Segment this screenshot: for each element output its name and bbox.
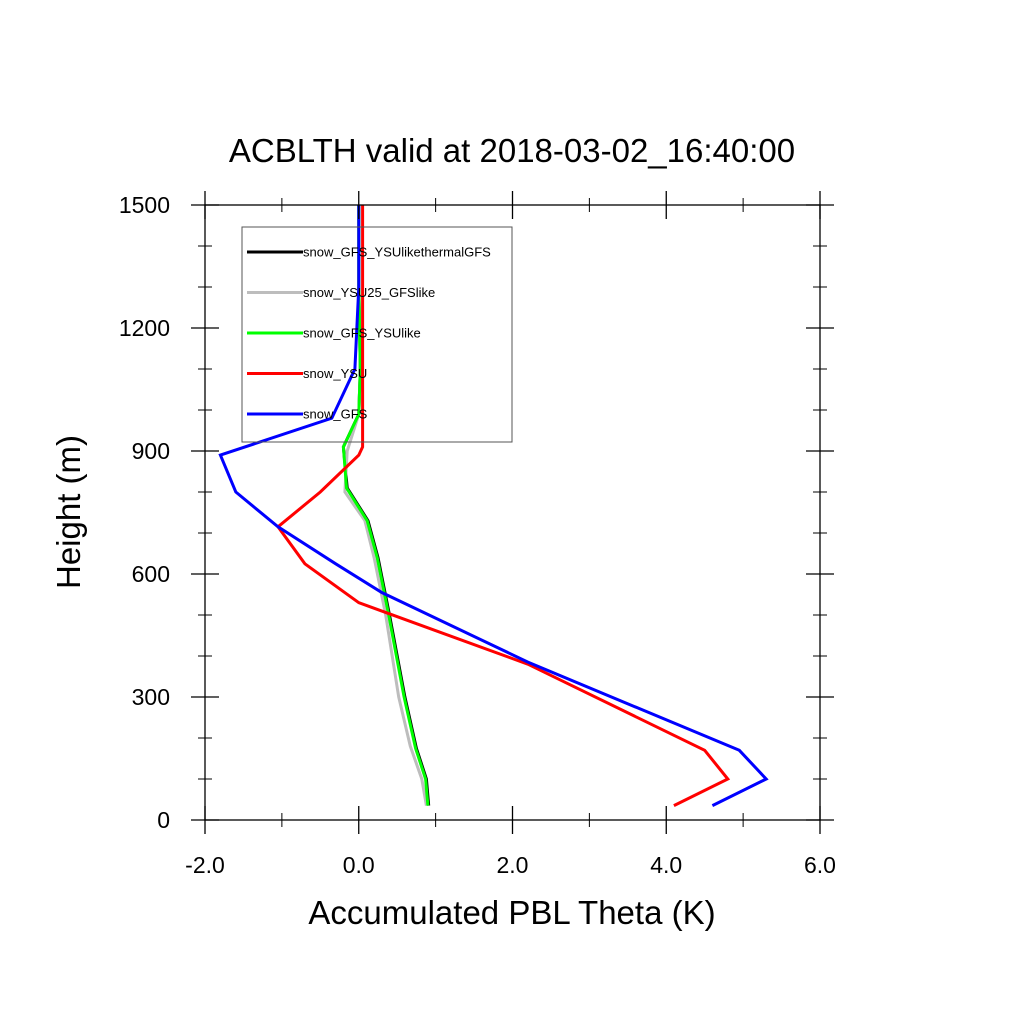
y-tick-label: 1500 [119, 192, 170, 218]
y-tick-label: 900 [132, 438, 170, 464]
y-tick-label: 0 [157, 807, 170, 833]
legend-label: snow_GFS_YSUlike [303, 326, 421, 341]
series-line-snow_GFS_YSUlike [341, 205, 430, 806]
y-tick-label: 1200 [119, 315, 170, 341]
x-tick-label: 2.0 [497, 852, 529, 878]
x-tick-label: 4.0 [650, 852, 682, 878]
chart-title: ACBLTH valid at 2018-03-02_16:40:00 [229, 132, 795, 169]
y-tick-label: 300 [132, 684, 170, 710]
legend-label: snow_GFS_YSUlikethermalGFS [303, 245, 491, 260]
x-tick-label: 0.0 [343, 852, 375, 878]
legend-label: snow_YSU [303, 366, 367, 381]
legend: snow_GFS_YSUlikethermalGFS snow_YSU25_GFS… [241, 226, 513, 443]
plot-lines [218, 205, 769, 807]
x-axis-label: Accumulated PBL Theta (K) [308, 894, 715, 931]
axis-ticks: -2.0 0.0 2.0 4.0 6.0 0 300 600 900 1200 1500 [119, 191, 836, 878]
y-axis-label: Height (m) [50, 435, 87, 589]
legend-box [241, 226, 513, 443]
y-tick-label: 600 [132, 561, 170, 587]
series-line-snow_GFS [218, 205, 769, 807]
legend-label: snow_YSU25_GFSlike [303, 285, 435, 300]
x-tick-label: -2.0 [185, 852, 225, 878]
legend-label: snow_GFS [303, 407, 368, 422]
x-tick-label: 6.0 [804, 852, 836, 878]
